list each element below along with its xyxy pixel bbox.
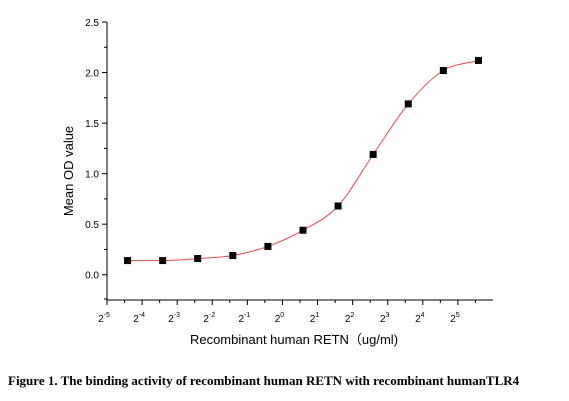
figure-caption: Figure 1. The binding activity of recomb…	[8, 373, 520, 388]
y-tick-label: 1.5	[85, 119, 99, 130]
x-tick-exponent: -1	[244, 312, 250, 319]
x-tick-base: 2	[203, 314, 209, 325]
y-axis-title: Mean OD value	[61, 126, 76, 216]
x-tick-exponent: 2	[350, 312, 354, 319]
x-tick-label: 2-5	[98, 312, 110, 325]
y-tick-label: 0.0	[85, 271, 99, 282]
data-point	[334, 202, 342, 210]
x-tick-label: 2-1	[238, 312, 250, 325]
x-tick-base: 2	[450, 314, 456, 325]
y-tick-label: 0.5	[85, 220, 99, 231]
x-tick-base: 2	[415, 314, 421, 325]
x-tick-exponent: -3	[174, 312, 180, 319]
x-tick-label: 20	[275, 312, 285, 325]
x-tick-base: 2	[310, 314, 316, 325]
x-tick-exponent: 4	[421, 312, 425, 319]
x-tick-label: 24	[415, 312, 425, 325]
x-tick-label: 2-3	[168, 312, 180, 325]
y-axis-ticks: 0.0 0.5 1.0 1.5 2.0 2.5	[85, 18, 107, 300]
x-tick-base: 2	[275, 314, 281, 325]
x-tick-exponent: 0	[280, 312, 284, 319]
x-tick-label: 2-2	[203, 312, 215, 325]
binding-curve-chart: 0.00.51.01.52.02.5 2-5 2-4 2-3 2-2 2-1 20 21 22…	[61, 18, 493, 347]
y-tick-label: 1.0	[85, 170, 99, 181]
x-tick-exponent: -2	[209, 312, 215, 319]
x-tick-base: 2	[133, 314, 139, 325]
data-point	[194, 255, 202, 263]
x-tick-label: 22	[345, 312, 355, 325]
y-tick-label: 2.0	[85, 69, 99, 80]
x-tick-label: 23	[380, 312, 390, 325]
data-point	[474, 56, 482, 64]
x-tick-base: 2	[168, 314, 174, 325]
y-tick-label: 2.5	[85, 18, 99, 29]
x-tick-label: 2-4	[133, 312, 145, 325]
x-tick-base: 2	[345, 314, 351, 325]
x-tick-exponent: 5	[456, 312, 460, 319]
data-point	[229, 252, 237, 260]
x-tick-base: 2	[98, 314, 104, 325]
x-tick-exponent: 1	[315, 312, 319, 319]
x-tick-exponent: -4	[139, 312, 145, 319]
data-point	[159, 257, 167, 265]
x-tick-base: 2	[238, 314, 244, 325]
data-point	[369, 150, 377, 158]
data-point	[299, 226, 307, 234]
x-tick-exponent: -5	[104, 312, 110, 319]
x-tick-label: 21	[310, 312, 320, 325]
data-point	[264, 242, 272, 250]
data-point	[404, 100, 412, 108]
x-tick-exponent: 3	[386, 312, 390, 319]
x-axis-ticks: 2-5 2-4 2-3 2-2 2-1 20 21 22 23 24 25	[98, 300, 476, 325]
x-axis-title: Recombinant human RETN（ug/ml)	[190, 332, 398, 347]
data-points	[124, 56, 482, 265]
x-tick-base: 2	[380, 314, 386, 325]
data-point	[439, 67, 447, 75]
data-point	[124, 257, 132, 265]
x-tick-label: 25	[450, 312, 460, 325]
